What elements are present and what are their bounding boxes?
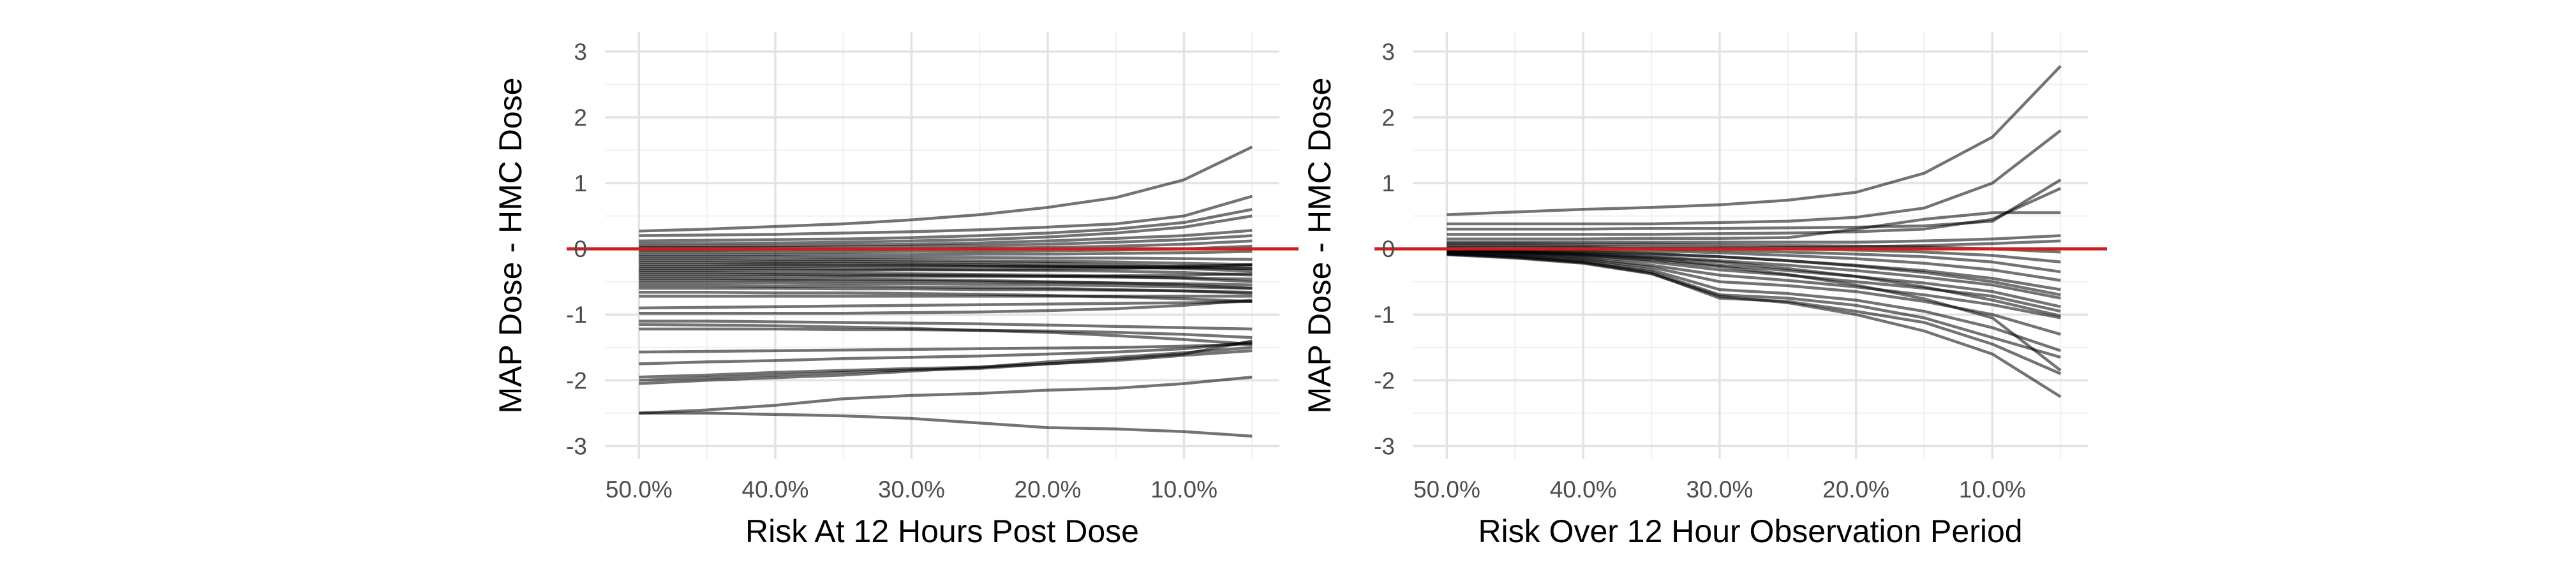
right-y-tick-label: 3	[1381, 39, 1395, 65]
right-series-line-s20	[1447, 253, 2062, 399]
left-y-tick-label: -1	[566, 302, 587, 328]
left-x-axis-title: Risk At 12 Hours Post Dose	[745, 513, 1139, 549]
left-series-line-s17	[639, 263, 1253, 272]
left-series-line-s29	[639, 298, 1253, 315]
left-series-line-s38	[639, 375, 1253, 415]
right-y-tick-label: -3	[1374, 433, 1395, 459]
right-x-tick-label: 20.0%	[1822, 476, 1889, 503]
left-series-line-s10	[639, 255, 1253, 261]
right-x-tick-label: 30.0%	[1686, 476, 1753, 503]
left-series-line-s23	[639, 281, 1253, 290]
left-x-tick-label: 20.0%	[1015, 476, 1082, 503]
right-series-line-s22	[1447, 248, 2061, 297]
left-x-tick-label: 50.0%	[606, 476, 673, 503]
right-y-tick-label: 0	[1381, 236, 1395, 262]
left-series-lines	[639, 145, 1253, 438]
left-series-line-s32	[639, 327, 1253, 339]
right-y-tick-labels: -3 -2 -1 0 1 2 3	[1374, 39, 1395, 459]
right-series-line-s9	[1447, 245, 2061, 274]
left-y-tick-label: 2	[574, 105, 587, 131]
right-x-tick-label: 50.0%	[1413, 476, 1480, 503]
left-series-line-s1	[639, 145, 1253, 233]
left-series-line-s25	[639, 286, 1253, 294]
left-chart-panel: -3 -2 -1 0 1 2 3 50.0% 40.0% 30.0% 20.0% 10.0% Ris…	[493, 32, 1299, 549]
left-y-tick-label: 1	[574, 170, 587, 196]
left-y-tick-label: 0	[574, 236, 587, 262]
left-series-line-s2	[639, 195, 1253, 237]
left-series-line-s4	[639, 214, 1253, 246]
right-y-tick-label: -1	[1374, 302, 1395, 328]
right-series-line-s5	[1447, 211, 2061, 240]
left-y-tick-label: -3	[566, 433, 587, 459]
right-y-tick-label: 1	[1381, 170, 1395, 196]
left-series-line-s26	[639, 290, 1253, 303]
left-y-tick-labels: -3 -2 -1 0 1 2 3	[566, 39, 587, 459]
left-series-line-s11	[639, 257, 1253, 267]
right-y-tick-label: 2	[1381, 105, 1395, 131]
left-x-tick-labels: 50.0% 40.0% 30.0% 20.0% 10.0%	[606, 476, 1217, 503]
left-series-line-s15	[639, 263, 1253, 269]
right-series-line-s24	[1447, 249, 2062, 372]
left-series-line-s5	[639, 229, 1253, 248]
right-y-tick-label: -2	[1374, 367, 1395, 394]
right-chart-panel: -3 -2 -1 0 1 2 3 50.0% 40.0% 30.0% 20.0% 10.0% Ris…	[1302, 32, 2107, 549]
left-series-line-s33	[639, 342, 1253, 354]
left-series-line-s34	[639, 341, 1253, 365]
left-series-line-s20	[639, 272, 1253, 278]
left-series-line-s39	[639, 411, 1253, 438]
right-series-line-s1	[1447, 65, 2062, 216]
left-series-line-s9	[639, 250, 1253, 256]
left-series-line-s3	[639, 208, 1253, 243]
right-y-axis-title: MAP Dose - HMC Dose	[1302, 78, 1337, 414]
left-y-tick-label: 3	[574, 39, 587, 65]
left-y-tick-label: -2	[566, 367, 587, 394]
right-x-tick-labels: 50.0% 40.0% 30.0% 20.0% 10.0%	[1413, 476, 2026, 503]
left-x-tick-label: 40.0%	[741, 476, 808, 503]
right-series-line-s4	[1447, 187, 2062, 236]
left-series-line-s30	[639, 320, 1253, 331]
left-series-line-s28	[639, 300, 1253, 310]
right-series-line-s2	[1447, 129, 2062, 226]
right-series-line-s6	[1447, 234, 2061, 244]
left-series-line-s22	[639, 279, 1253, 287]
right-minor-grid	[1413, 32, 2088, 459]
right-x-tick-label: 40.0%	[1550, 476, 1617, 503]
right-x-tick-label: 10.0%	[1959, 476, 2026, 503]
left-series-line-s37	[639, 346, 1253, 385]
left-x-tick-label: 30.0%	[878, 476, 945, 503]
right-x-axis-title: Risk Over 12 Hour Observation Period	[1478, 513, 2022, 549]
left-y-axis-title: MAP Dose - HMC Dose	[493, 78, 528, 414]
left-x-tick-label: 10.0%	[1150, 476, 1217, 503]
